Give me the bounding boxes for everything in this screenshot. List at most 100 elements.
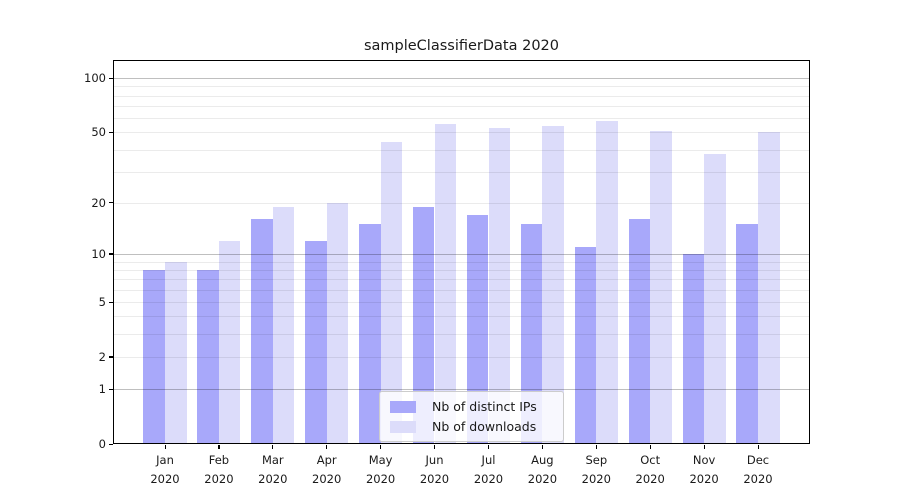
x-tick-mark [380,445,382,449]
x-tick-year: 2020 [258,471,288,486]
x-tick-year: 2020 [743,471,773,486]
gridline-minor [113,202,810,204]
y-tick-mark [109,131,113,133]
bar-downloads-sep [596,120,618,444]
x-tick-month: Jul [481,453,496,467]
x-tick-label: Jun 2020 [403,451,467,488]
gridline-minor [113,95,810,97]
bar-ips-dec [736,224,758,444]
bar-downloads-nov [704,153,726,444]
x-tick-label: Jul 2020 [457,451,521,488]
bar-downloads-may [380,142,403,444]
bar-ips-jan [143,269,165,444]
gridline-minor [113,289,810,291]
x-tick-year: 2020 [150,471,180,486]
x-tick-mark [757,445,759,449]
x-tick-label: Oct 2020 [618,451,682,488]
y-tick-mark [109,388,113,390]
x-tick-year: 2020 [312,471,342,486]
x-tick-year: 2020 [365,471,396,486]
gridline-minor [113,171,810,173]
y-tick-mark [109,301,113,303]
x-tick-year: 2020 [419,471,450,486]
bar-downloads-feb [218,240,241,444]
y-tick-mark [109,253,113,255]
y-tick-label: 0 [98,437,106,451]
gridline-minor [113,118,810,120]
y-tick-label: 1 [98,382,106,397]
legend-row-downloads: Nb of downloads [390,419,537,434]
bar-downloads-oct [650,130,672,444]
bar-downloads-jan [165,261,187,444]
x-tick-month: Apr [316,453,337,467]
bar-ips-feb [197,269,219,444]
x-tick-year: 2020 [204,471,234,486]
bar-ips-apr [305,240,327,444]
x-tick-month: Jan [156,453,174,467]
x-tick-label: Feb 2020 [187,451,251,488]
y-tick-label: 2 [98,349,106,364]
x-tick-label: Nov 2020 [672,451,736,488]
gridline-minor [113,279,810,281]
x-tick-mark [488,445,490,449]
gridline-minor [113,149,810,151]
x-tick-mark [218,445,220,449]
x-tick-year: 2020 [527,471,558,486]
y-tick-label: 5 [98,295,106,309]
gridline-minor [113,302,810,303]
gridline-decade [113,78,810,80]
x-tick-label: Jan 2020 [133,451,197,488]
gridline-decade [113,389,810,391]
bar-ips-oct [628,219,651,444]
x-tick-month: Feb [208,453,230,467]
bar-ips-sep [574,247,597,444]
legend-row-ips: Nb of distinct IPs [390,399,537,414]
x-tick-month: Dec [746,453,770,467]
gridline-minor [113,356,810,358]
x-tick-month: May [368,453,393,467]
legend-swatch-ips-icon [390,400,416,413]
bar-downloads-jun [434,123,457,444]
legend-label-ips: Nb of distinct IPs [432,399,537,414]
y-tick-mark [109,443,113,445]
y-tick-label: 10 [91,246,106,261]
gridline-minor [113,334,810,336]
bar-downloads-dec [758,132,780,444]
bar-downloads-apr [326,202,349,444]
x-tick-mark [272,445,274,449]
gridline-minor [113,316,810,318]
bar-ips-mar [251,219,273,444]
bar-downloads-jul [488,127,511,444]
x-tick-mark [541,445,544,449]
x-tick-label: Dec 2020 [726,451,790,488]
x-tick-mark [326,445,328,449]
gridline-decade [113,253,810,255]
x-tick-mark [434,445,436,449]
x-tick-month: Nov [692,453,716,467]
legend-label-downloads: Nb of downloads [432,419,537,434]
x-tick-year: 2020 [689,471,719,486]
bar-ips-aug [520,224,543,444]
x-tick-year: 2020 [473,471,504,486]
y-tick-mark [109,77,113,79]
x-tick-label: Apr 2020 [295,451,359,488]
bar-ips-jul [466,214,489,444]
x-tick-label: May 2020 [349,451,413,488]
chart-title: sampleClassifierData 2020 [363,38,560,54]
y-tick-label: 100 [84,71,106,86]
y-tick-mark [109,356,113,358]
legend: Nb of distinct IPs Nb of downloads [379,391,564,442]
x-tick-month: Jun [425,453,444,467]
bar-ips-nov [682,253,705,444]
plot-area: Nb of distinct IPs Nb of downloads [113,60,810,444]
gridline-minor [113,269,810,271]
x-tick-year: 2020 [581,471,611,486]
bar-downloads-mar [272,206,295,444]
y-tick-mark [109,202,113,204]
bar-ips-may [359,224,381,444]
gridline-minor [113,86,810,88]
x-tick-mark [164,445,166,449]
gridline-minor [113,106,810,108]
x-tick-month: Sep [585,453,608,467]
bar-ips-jun [412,206,435,444]
